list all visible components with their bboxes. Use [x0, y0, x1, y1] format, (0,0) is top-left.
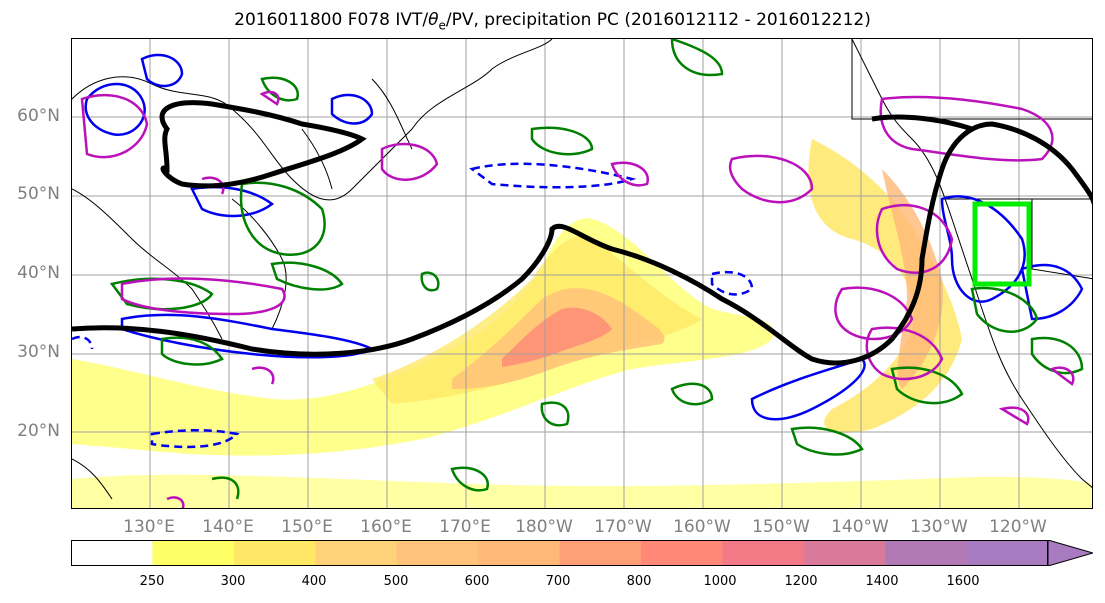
region-box	[972, 201, 1032, 287]
cbar-tick-250: 250	[139, 574, 165, 589]
cbar-tick-600: 600	[464, 574, 490, 589]
lon-label-160e: 160°E	[360, 517, 412, 537]
ivt-band-4	[502, 307, 612, 367]
cbar-tick-700: 700	[545, 574, 571, 589]
colorbar-segment	[233, 540, 316, 566]
lon-label-140w: 140°W	[831, 517, 889, 537]
map-svg	[72, 39, 1092, 508]
colorbar	[71, 540, 1093, 566]
colorbar-outline	[71, 540, 1048, 566]
lon-label-150e: 150°E	[281, 517, 333, 537]
cbar-tick-500: 500	[383, 574, 409, 589]
lon-label-150w: 150°W	[752, 517, 810, 537]
colorbar-segment	[315, 540, 398, 566]
ivt-shading	[72, 139, 1092, 508]
lon-label-130w: 130°W	[910, 517, 968, 537]
colorbar-segment	[803, 540, 886, 566]
colorbar-segment	[559, 540, 642, 566]
map-panel	[71, 38, 1093, 509]
cbar-tick-1600: 1600	[946, 574, 980, 589]
ivt-band-east-core	[882, 169, 943, 389]
lon-label-160w: 160°W	[673, 517, 731, 537]
colorbar-segment	[885, 540, 968, 566]
cbar-tick-1000: 1000	[703, 574, 737, 589]
lon-label-170e: 170°E	[439, 517, 491, 537]
lon-label-180w: 180°W	[515, 517, 573, 537]
lon-label-140e: 140°E	[202, 517, 254, 537]
cbar-tick-1200: 1200	[784, 574, 818, 589]
jet-contour	[72, 100, 1092, 366]
lat-label-30: 30°N	[17, 342, 60, 362]
ivt-band-south	[72, 474, 1092, 508]
colorbar-segment	[722, 540, 805, 566]
colorbar-extend-arrow	[1047, 540, 1093, 566]
lon-label-130e: 130°E	[123, 517, 175, 537]
lat-label-50: 50°N	[17, 184, 60, 204]
cbar-tick-300: 300	[220, 574, 246, 589]
graticule	[72, 39, 1092, 508]
colorbar-segment	[640, 540, 723, 566]
cbar-tick-1400: 1400	[865, 574, 899, 589]
cbar-tick-800: 800	[626, 574, 652, 589]
lon-label-170w: 170°W	[594, 517, 652, 537]
lat-label-20: 20°N	[17, 421, 60, 441]
lat-label-40: 40°N	[17, 263, 60, 283]
colorbar-segment	[71, 540, 153, 566]
precip-contours	[80, 90, 1075, 508]
colorbar-segment	[396, 540, 479, 566]
lat-label-60: 60°N	[17, 106, 60, 126]
colorbar-segment	[478, 540, 560, 566]
figure-title: 2016011800 F078 IVT/θe/PV, precipitation…	[234, 10, 871, 33]
cbar-tick-400: 400	[301, 574, 327, 589]
theta-contours	[109, 39, 1084, 500]
colorbar-segment	[966, 540, 1049, 566]
colorbar-segment	[152, 540, 235, 566]
lon-label-120w: 120°W	[989, 517, 1047, 537]
